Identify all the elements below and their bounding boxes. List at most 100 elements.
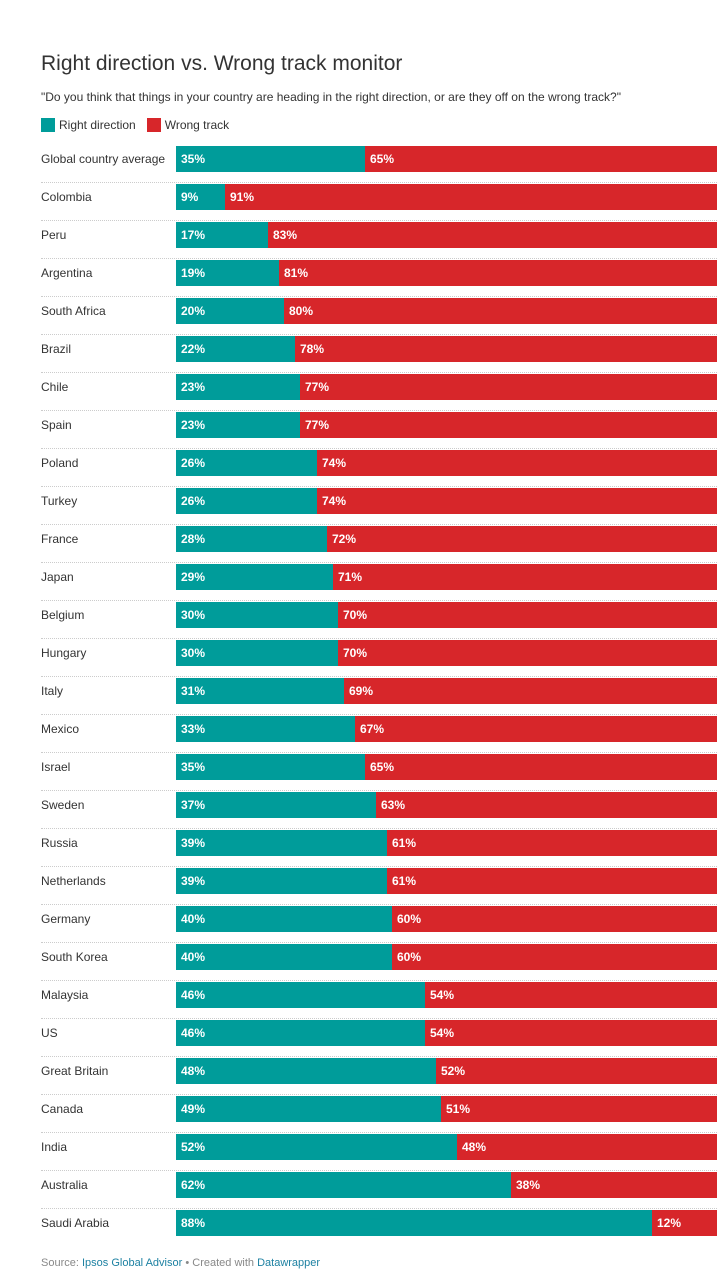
bar-row-south-korea: South Korea 40% 60% [41, 943, 717, 981]
source-label: Source: [41, 1257, 79, 1269]
data-label: 46% [181, 988, 206, 1002]
row-divider [41, 980, 717, 981]
bar-segment-wrong-track: 72% [327, 526, 717, 552]
category-label: South Korea [41, 950, 108, 964]
row-divider [41, 1018, 717, 1019]
category-label: South Africa [41, 304, 106, 318]
data-label: 40% [181, 950, 206, 964]
data-label: 70% [343, 608, 368, 622]
legend-item-right-direction: Right direction [41, 118, 136, 132]
bar-segment-right-direction: 48% [176, 1058, 436, 1084]
data-label: 51% [446, 1102, 471, 1116]
data-label: 54% [430, 988, 455, 1002]
bar-row-great-britain: Great Britain 48% 52% [41, 1057, 717, 1095]
data-label: 83% [273, 228, 298, 242]
category-label: Poland [41, 456, 79, 470]
bar-row-turkey: Turkey 26% 74% [41, 487, 717, 525]
row-divider [41, 676, 717, 677]
category-label: Argentina [41, 266, 93, 280]
category-label: Global country average [41, 152, 166, 166]
data-label: 39% [181, 836, 206, 850]
row-divider [41, 942, 717, 943]
data-label: 65% [370, 152, 395, 166]
bar-row-israel: Israel 35% 65% [41, 753, 717, 791]
category-label: Chile [41, 380, 69, 394]
bar-segment-wrong-track: 65% [365, 146, 717, 172]
category-label: India [41, 1140, 68, 1154]
bar-row-global-country-average: Global country average 35% 65% [41, 145, 717, 183]
data-label: 26% [181, 494, 206, 508]
bar-row-hungary: Hungary 30% 70% [41, 639, 717, 677]
bar-segment-right-direction: 39% [176, 830, 387, 856]
category-label: Israel [41, 760, 71, 774]
bar-segment-right-direction: 88% [176, 1210, 652, 1236]
bar-segment-wrong-track: 51% [441, 1096, 717, 1122]
data-label: 12% [657, 1216, 682, 1230]
bar-segment-wrong-track: 61% [387, 868, 717, 894]
bar-segment-wrong-track: 77% [300, 412, 717, 438]
bar-segment-wrong-track: 48% [457, 1134, 717, 1160]
bar-segment-wrong-track: 71% [333, 564, 717, 590]
data-label: 31% [181, 684, 206, 698]
row-divider [41, 1170, 717, 1171]
row-divider [41, 904, 717, 905]
data-label: 48% [462, 1140, 487, 1154]
bar-row-russia: Russia 39% 61% [41, 829, 717, 867]
row-divider [41, 296, 717, 297]
row-divider [41, 258, 717, 259]
data-label: 77% [305, 380, 330, 394]
data-label: 69% [349, 684, 374, 698]
bar-row-japan: Japan 29% 71% [41, 563, 717, 601]
row-divider [41, 638, 717, 639]
row-divider [41, 1094, 717, 1095]
bar-row-canada: Canada 49% 51% [41, 1095, 717, 1133]
bar-segment-right-direction: 20% [176, 298, 284, 324]
bar-segment-wrong-track: 54% [425, 1020, 717, 1046]
data-label: 54% [430, 1026, 455, 1040]
row-divider [41, 182, 717, 183]
bar-segment-right-direction: 33% [176, 716, 355, 742]
datawrapper-link[interactable]: Datawrapper [257, 1257, 321, 1269]
data-label: 91% [230, 190, 255, 204]
data-label: 62% [181, 1178, 206, 1192]
source-link[interactable]: Ipsos Global Advisor [81, 1257, 183, 1269]
bar-segment-right-direction: 29% [176, 564, 333, 590]
category-label: US [41, 1026, 58, 1040]
bar-row-belgium: Belgium 30% 70% [41, 601, 717, 639]
data-label: 22% [181, 342, 206, 356]
category-label: Russia [41, 836, 78, 850]
data-label: 39% [181, 874, 206, 888]
bar-segment-right-direction: 22% [176, 336, 295, 362]
category-label: Great Britain [41, 1064, 109, 1078]
created-with-label: Created with [192, 1257, 255, 1269]
bar-row-peru: Peru 17% 83% [41, 221, 717, 259]
bar-segment-wrong-track: 78% [295, 336, 717, 362]
data-label: 17% [181, 228, 206, 242]
data-label: 63% [381, 798, 406, 812]
data-label: 78% [300, 342, 325, 356]
bar-segment-wrong-track: 74% [317, 488, 717, 514]
category-label: Belgium [41, 608, 85, 622]
bar-row-france: France 28% 72% [41, 525, 717, 563]
data-label: 60% [397, 912, 422, 926]
category-label: Germany [41, 912, 91, 926]
row-divider [41, 220, 717, 221]
data-label: 74% [322, 456, 347, 470]
data-label: 52% [441, 1064, 466, 1078]
bar-row-mexico: Mexico 33% 67% [41, 715, 717, 753]
data-label: 52% [181, 1140, 206, 1154]
bar-segment-right-direction: 19% [176, 260, 279, 286]
bar-row-netherlands: Netherlands 39% 61% [41, 867, 717, 905]
data-label: 35% [181, 760, 206, 774]
bar-segment-wrong-track: 65% [365, 754, 717, 780]
bar-segment-right-direction: 17% [176, 222, 268, 248]
category-label: Colombia [41, 190, 92, 204]
bar-segment-right-direction: 39% [176, 868, 387, 894]
row-divider [41, 1208, 717, 1209]
chart-subtitle: "Do you think that things in your countr… [41, 90, 621, 104]
row-divider [41, 486, 717, 487]
bar-segment-right-direction: 26% [176, 450, 317, 476]
bar-segment-right-direction: 9% [176, 184, 225, 210]
bar-row-saudi-arabia: Saudi Arabia 88% 12% [41, 1209, 717, 1247]
category-label: Peru [41, 228, 67, 242]
